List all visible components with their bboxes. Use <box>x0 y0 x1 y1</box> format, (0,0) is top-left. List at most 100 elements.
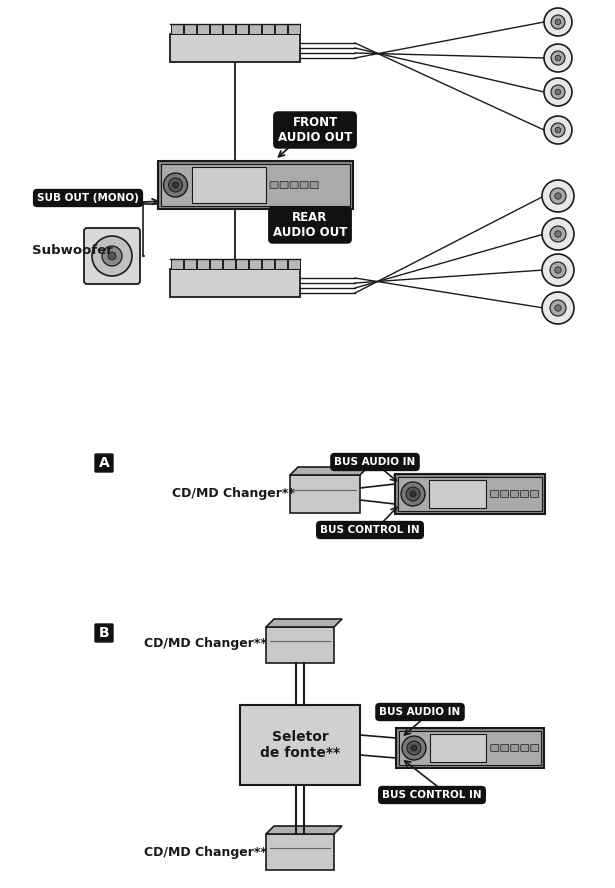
FancyBboxPatch shape <box>501 490 509 497</box>
Text: CD/MD Changer**: CD/MD Changer** <box>143 637 266 649</box>
Circle shape <box>169 178 183 192</box>
FancyBboxPatch shape <box>510 744 518 751</box>
FancyBboxPatch shape <box>197 24 208 34</box>
FancyBboxPatch shape <box>197 259 208 269</box>
Circle shape <box>551 85 565 99</box>
FancyBboxPatch shape <box>266 834 334 870</box>
Circle shape <box>555 305 561 311</box>
Circle shape <box>172 182 178 188</box>
Text: Subwoofer: Subwoofer <box>31 243 113 257</box>
Polygon shape <box>290 467 368 475</box>
Text: FRONT
AUDIO OUT: FRONT AUDIO OUT <box>278 116 352 144</box>
Circle shape <box>555 20 561 25</box>
Circle shape <box>555 55 561 60</box>
Circle shape <box>410 491 416 497</box>
Circle shape <box>544 8 572 36</box>
FancyBboxPatch shape <box>236 259 247 269</box>
Text: CD/MD Changer**: CD/MD Changer** <box>143 845 266 859</box>
Text: BUS CONTROL IN: BUS CONTROL IN <box>382 790 482 800</box>
FancyBboxPatch shape <box>531 744 539 751</box>
Text: CD/MD Changer**: CD/MD Changer** <box>172 488 295 501</box>
FancyBboxPatch shape <box>210 24 221 34</box>
Circle shape <box>406 487 420 501</box>
Text: REAR
AUDIO OUT: REAR AUDIO OUT <box>273 211 347 239</box>
FancyBboxPatch shape <box>161 164 349 206</box>
Circle shape <box>555 89 561 95</box>
Circle shape <box>401 482 425 506</box>
FancyBboxPatch shape <box>280 181 288 188</box>
FancyBboxPatch shape <box>236 24 247 34</box>
FancyBboxPatch shape <box>157 161 352 209</box>
FancyBboxPatch shape <box>261 259 274 269</box>
FancyBboxPatch shape <box>191 167 266 203</box>
FancyBboxPatch shape <box>240 705 360 785</box>
FancyBboxPatch shape <box>430 734 486 762</box>
Circle shape <box>550 188 566 204</box>
Circle shape <box>542 218 574 250</box>
FancyBboxPatch shape <box>170 269 300 297</box>
Circle shape <box>108 252 116 260</box>
Circle shape <box>544 44 572 72</box>
FancyBboxPatch shape <box>520 490 528 497</box>
Circle shape <box>542 254 574 286</box>
Circle shape <box>555 266 561 274</box>
FancyBboxPatch shape <box>95 454 113 472</box>
FancyBboxPatch shape <box>270 181 278 188</box>
Polygon shape <box>266 826 342 834</box>
Circle shape <box>544 78 572 106</box>
Circle shape <box>542 292 574 324</box>
FancyBboxPatch shape <box>290 181 298 188</box>
Circle shape <box>402 736 426 760</box>
FancyBboxPatch shape <box>84 228 140 284</box>
Polygon shape <box>266 619 342 627</box>
FancyBboxPatch shape <box>521 744 529 751</box>
Text: BUS AUDIO IN: BUS AUDIO IN <box>335 457 416 467</box>
Circle shape <box>555 193 561 199</box>
FancyBboxPatch shape <box>223 24 234 34</box>
FancyBboxPatch shape <box>248 259 261 269</box>
FancyBboxPatch shape <box>531 490 539 497</box>
Circle shape <box>550 300 566 316</box>
FancyBboxPatch shape <box>170 24 183 34</box>
FancyBboxPatch shape <box>223 259 234 269</box>
Text: B: B <box>98 626 109 640</box>
FancyBboxPatch shape <box>266 627 334 663</box>
Circle shape <box>555 127 561 133</box>
FancyBboxPatch shape <box>399 731 541 765</box>
Circle shape <box>550 262 566 278</box>
Text: BUS AUDIO IN: BUS AUDIO IN <box>379 707 461 717</box>
FancyBboxPatch shape <box>510 490 518 497</box>
Text: SUB OUT (MONO): SUB OUT (MONO) <box>37 193 139 203</box>
FancyBboxPatch shape <box>491 744 499 751</box>
FancyBboxPatch shape <box>310 181 318 188</box>
Circle shape <box>551 123 565 137</box>
FancyBboxPatch shape <box>398 477 542 511</box>
Circle shape <box>551 51 565 65</box>
FancyBboxPatch shape <box>210 259 221 269</box>
Circle shape <box>544 116 572 144</box>
FancyBboxPatch shape <box>261 24 274 34</box>
FancyBboxPatch shape <box>170 34 300 62</box>
Text: Seletor
de fonte**: Seletor de fonte** <box>260 730 340 760</box>
Circle shape <box>102 246 122 266</box>
FancyBboxPatch shape <box>95 624 113 642</box>
FancyBboxPatch shape <box>248 24 261 34</box>
FancyBboxPatch shape <box>429 480 486 508</box>
FancyBboxPatch shape <box>274 24 287 34</box>
FancyBboxPatch shape <box>501 744 509 751</box>
Circle shape <box>411 745 417 751</box>
Circle shape <box>542 180 574 212</box>
FancyBboxPatch shape <box>491 490 499 497</box>
FancyBboxPatch shape <box>287 24 300 34</box>
Text: BUS CONTROL IN: BUS CONTROL IN <box>320 525 420 535</box>
FancyBboxPatch shape <box>183 24 196 34</box>
Circle shape <box>164 173 188 197</box>
FancyBboxPatch shape <box>170 259 183 269</box>
Circle shape <box>92 236 132 276</box>
FancyBboxPatch shape <box>274 259 287 269</box>
FancyBboxPatch shape <box>287 259 300 269</box>
Circle shape <box>551 15 565 29</box>
FancyBboxPatch shape <box>395 474 545 514</box>
Circle shape <box>407 741 421 755</box>
FancyBboxPatch shape <box>396 728 544 768</box>
